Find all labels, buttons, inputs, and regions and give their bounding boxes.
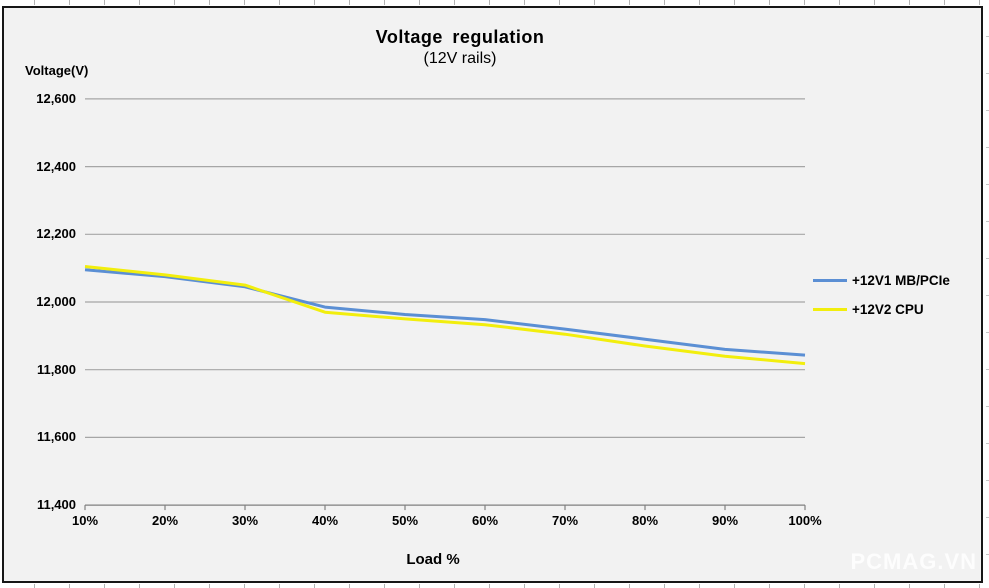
y-axis-title: Voltage(V) bbox=[25, 63, 89, 78]
x-tick-label: 60% bbox=[471, 513, 499, 529]
x-tick-label: 10% bbox=[71, 513, 99, 529]
x-tick-label: 100% bbox=[788, 513, 822, 529]
chart-subtitle: (12V rails) bbox=[423, 50, 497, 67]
chart-legend: +12V1 MB/PCIe +12V2 CPU bbox=[813, 271, 950, 329]
legend-line-swatch-yellow bbox=[813, 307, 847, 311]
pcmag-watermark: PCMAG.VN bbox=[850, 549, 977, 574]
y-tick-label: 11,800 bbox=[36, 361, 76, 377]
x-tick-label: 90% bbox=[711, 513, 739, 529]
x-tick-label: 40% bbox=[311, 513, 339, 529]
x-tick-label: 20% bbox=[151, 513, 179, 529]
chart-frame bbox=[2, 6, 983, 583]
chart-title: Voltage regulation bbox=[375, 27, 545, 47]
x-axis-title: Load % bbox=[406, 551, 460, 568]
series-line-0 bbox=[84, 268, 806, 357]
spreadsheet-edge-ticks-right bbox=[986, 0, 989, 588]
legend-line-swatch-blue bbox=[813, 278, 847, 282]
x-tick-label: 80% bbox=[631, 513, 659, 529]
spreadsheet-edge-ticks-top bbox=[0, 0, 989, 5]
y-tick-label: 12,400 bbox=[36, 158, 76, 174]
x-tick-label: 70% bbox=[551, 513, 579, 529]
y-tick-label: 11,600 bbox=[36, 429, 76, 445]
y-tick-label: 12,600 bbox=[36, 90, 76, 106]
y-tick-label: 11,400 bbox=[36, 497, 76, 513]
spreadsheet-edge-ticks-bottom bbox=[0, 584, 989, 588]
series-line-1 bbox=[84, 265, 806, 366]
x-tick-label: 30% bbox=[231, 513, 259, 529]
legend-label: +12V2 CPU bbox=[852, 301, 924, 317]
y-tick-label: 12,200 bbox=[36, 226, 76, 242]
legend-label: +12V1 MB/PCIe bbox=[852, 272, 950, 288]
y-tick-label: 12,000 bbox=[36, 294, 76, 309]
x-tick-label: 50% bbox=[391, 513, 419, 529]
legend-item-12v2: +12V2 CPU bbox=[813, 300, 950, 318]
legend-item-12v1: +12V1 MB/PCIe bbox=[813, 271, 950, 289]
